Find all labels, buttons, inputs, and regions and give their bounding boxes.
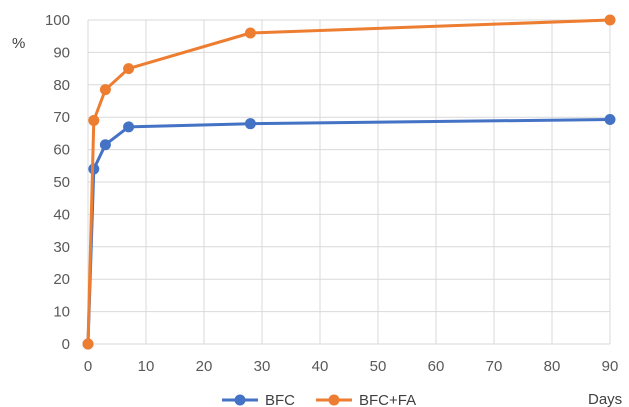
data-point (244, 118, 256, 130)
x-tick-label: 20 (196, 358, 213, 375)
x-tick-label: 0 (84, 358, 92, 375)
y-tick-label: 50 (53, 174, 70, 191)
x-tick-label: 50 (370, 358, 387, 375)
data-point (82, 338, 94, 350)
y-tick-label: 0 (62, 336, 70, 353)
x-tick-label: 80 (544, 358, 561, 375)
y-tick-label: 10 (53, 304, 70, 321)
data-point (123, 121, 135, 133)
data-point (604, 14, 616, 26)
legend-label: BFC+FA (359, 392, 416, 407)
legend: BFC BFC+FA (222, 392, 416, 407)
data-point (604, 113, 616, 125)
legend-marker (328, 394, 340, 406)
legend-item: BFC (222, 392, 295, 407)
y-tick-label: 90 (53, 44, 70, 61)
x-tick-label: 90 (602, 358, 619, 375)
x-tick-label: 70 (486, 358, 503, 375)
series-line (86, 118, 611, 345)
data-point (244, 27, 256, 39)
x-axis-label: Days (588, 391, 622, 407)
grid (87, 19, 611, 345)
data-point (123, 63, 135, 75)
data-point (88, 114, 100, 126)
y-tick-label: 80 (53, 77, 70, 94)
y-tick-label: 20 (53, 271, 70, 288)
x-tick-label: 60 (428, 358, 445, 375)
y-tick-label: 70 (53, 109, 70, 126)
axis-ticks: 0 10 20 30 40 50 60 70 80 90 100 0 10 20 30 40 50 60 70 80 9… (45, 12, 618, 375)
y-axis-label: % (12, 35, 25, 52)
legend-marker (234, 394, 246, 406)
x-tick-label: 30 (254, 358, 271, 375)
y-tick-label: 100 (45, 12, 70, 29)
series-line (86, 18, 611, 345)
y-tick-label: 60 (53, 142, 70, 159)
y-tick-label: 30 (53, 239, 70, 256)
data-point (99, 84, 111, 96)
legend-item: BFC+FA (316, 392, 416, 407)
series (82, 14, 616, 350)
data-point (99, 139, 111, 151)
x-tick-label: 40 (312, 358, 329, 375)
series-2 (82, 14, 616, 350)
x-tick-label: 10 (138, 358, 155, 375)
y-tick-label: 40 (53, 206, 70, 223)
legend-label: BFC (265, 392, 295, 407)
